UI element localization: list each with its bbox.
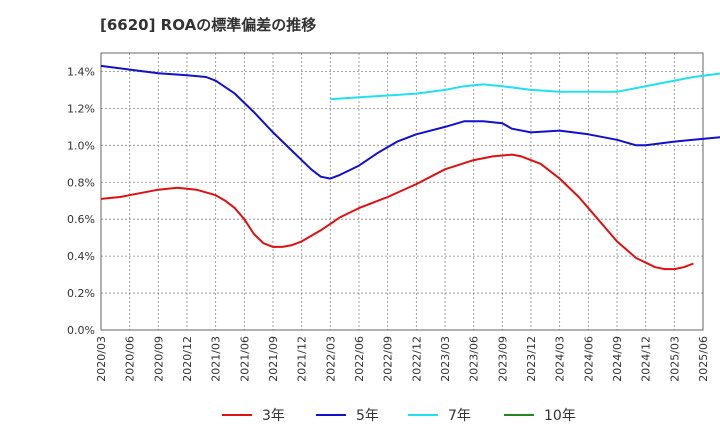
y-tick-label: 0.6% <box>67 213 95 226</box>
series-line-5年 <box>100 64 720 180</box>
legend-label: 7年 <box>448 408 471 424</box>
series-lines <box>100 64 720 271</box>
x-tick-label: 2022/03 <box>324 336 337 382</box>
y-axis-ticks: 0.0% 0.2% 0.4% 0.6% 0.8% 1.0% 1.2% 1.4% <box>67 65 95 337</box>
y-tick-label: 1.2% <box>67 102 95 115</box>
y-tick-label: 1.4% <box>67 65 95 78</box>
x-tick-label: 2023/03 <box>439 336 452 382</box>
x-tick-label: 2022/09 <box>382 336 395 382</box>
x-tick-label: 2024/09 <box>611 336 624 382</box>
legend-label: 5年 <box>356 408 379 424</box>
legend-label: 3年 <box>262 408 285 424</box>
legend-label: 10年 <box>544 408 576 424</box>
y-tick-label: 0.8% <box>67 176 95 189</box>
x-tick-label: 2025/03 <box>668 336 681 382</box>
x-tick-label: 2023/12 <box>525 336 538 382</box>
x-tick-label: 2022/06 <box>353 336 366 382</box>
x-tick-label: 2024/03 <box>554 336 567 382</box>
y-tick-label: 0.2% <box>67 287 95 300</box>
y-tick-label: 0.0% <box>67 324 95 337</box>
x-axis-ticks: 2020/03 2020/06 2020/09 2020/12 2021/03 2021/… <box>95 336 710 382</box>
x-tick-label: 2020/06 <box>124 336 137 382</box>
x-tick-label: 2022/12 <box>410 336 423 382</box>
chart-title: [6620] ROAの標準偏差の推移 <box>100 16 317 34</box>
plot-area-frame <box>100 52 704 331</box>
x-tick-label: 2020/12 <box>181 336 194 382</box>
x-tick-label: 2021/06 <box>238 336 251 382</box>
x-tick-label: 2024/12 <box>640 336 653 382</box>
x-tick-label: 2020/09 <box>152 336 165 382</box>
series-line-3年 <box>100 153 694 271</box>
x-tick-label: 2021/03 <box>210 336 223 382</box>
x-tick-label: 2023/06 <box>468 336 481 382</box>
x-tick-label: 2020/03 <box>95 336 108 382</box>
x-tick-label: 2024/06 <box>582 336 595 382</box>
x-tick-label: 2025/06 <box>697 336 710 382</box>
x-tick-label: 2023/09 <box>496 336 509 382</box>
series-line-7年 <box>330 72 720 101</box>
y-tick-label: 1.0% <box>67 139 95 152</box>
legend: 3年 5年 7年 10年 <box>222 408 576 424</box>
x-tick-label: 2021/09 <box>267 336 280 382</box>
grid-lines <box>101 53 703 330</box>
y-tick-label: 0.4% <box>67 250 95 263</box>
x-tick-label: 2021/12 <box>296 336 309 382</box>
